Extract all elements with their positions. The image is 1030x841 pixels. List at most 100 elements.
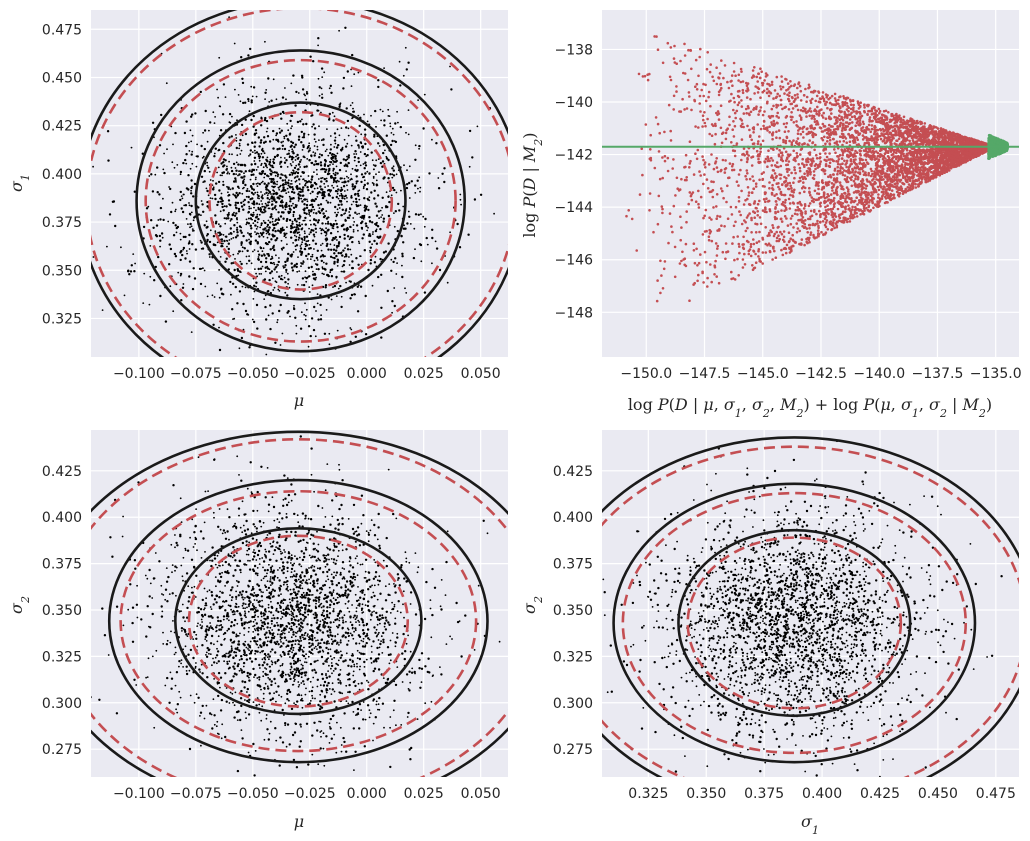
scatter-point bbox=[382, 220, 385, 223]
scatter-point bbox=[314, 197, 317, 201]
scatter-point bbox=[709, 104, 712, 108]
scatter-point bbox=[317, 109, 320, 112]
scatter-point bbox=[275, 132, 279, 135]
scatter-point bbox=[356, 168, 359, 171]
scatter-point bbox=[281, 179, 284, 182]
scatter-point bbox=[333, 284, 337, 288]
scatter-point bbox=[256, 221, 259, 224]
scatter-point bbox=[337, 244, 340, 248]
scatter-point bbox=[298, 270, 301, 272]
scatter-point bbox=[249, 149, 252, 152]
scatter-point bbox=[288, 218, 292, 222]
scatter-point bbox=[254, 231, 256, 233]
scatter-point bbox=[344, 212, 346, 215]
scatter-point bbox=[270, 193, 272, 195]
scatter-point bbox=[304, 232, 306, 235]
scatter-point bbox=[212, 179, 214, 182]
x-tick-label: −140.0 bbox=[853, 366, 905, 382]
scatter-point bbox=[333, 244, 336, 247]
scatter-point bbox=[193, 277, 197, 280]
scatter-point bbox=[271, 217, 274, 220]
scatter-point bbox=[297, 228, 300, 231]
scatter-point bbox=[179, 251, 182, 254]
scatter-point bbox=[268, 163, 271, 166]
scatter-point bbox=[349, 207, 351, 209]
scatter-point bbox=[313, 272, 316, 276]
scatter-point bbox=[254, 178, 257, 181]
scatter-point bbox=[796, 227, 800, 230]
scatter-point bbox=[787, 160, 791, 163]
scatter-point bbox=[697, 74, 700, 78]
scatter-point bbox=[255, 151, 259, 154]
scatter-point bbox=[321, 76, 324, 78]
scatter-point bbox=[231, 187, 234, 190]
scatter-point bbox=[195, 165, 198, 168]
scatter-point bbox=[302, 261, 305, 263]
scatter-point bbox=[172, 221, 175, 225]
scatter-point bbox=[378, 145, 381, 147]
scatter-point bbox=[177, 271, 180, 274]
scatter-point bbox=[266, 194, 269, 197]
scatter-point bbox=[353, 153, 355, 155]
scatter-point bbox=[374, 109, 377, 113]
scatter-point bbox=[332, 155, 335, 158]
scatter-point bbox=[340, 149, 343, 152]
scatter-point bbox=[270, 99, 273, 102]
scatter-point bbox=[872, 197, 875, 200]
scatter-point bbox=[311, 255, 314, 258]
scatter-point bbox=[737, 242, 741, 246]
scatter-point bbox=[248, 238, 250, 241]
scatter-point bbox=[347, 180, 350, 183]
scatter-point bbox=[824, 205, 827, 209]
scatter-point bbox=[261, 234, 263, 237]
scatter-point bbox=[293, 226, 296, 229]
scatter-point bbox=[265, 191, 268, 194]
scatter-point bbox=[317, 163, 319, 166]
scatter-point bbox=[679, 59, 682, 63]
scatter-point bbox=[895, 151, 898, 155]
scatter-point bbox=[185, 144, 188, 148]
scatter-point bbox=[288, 133, 292, 136]
scatter-point bbox=[855, 215, 859, 218]
scatter-point bbox=[391, 173, 394, 176]
scatter-point bbox=[332, 169, 335, 172]
scatter-point bbox=[191, 287, 195, 291]
scatter-point bbox=[228, 211, 230, 214]
scatter-point bbox=[870, 191, 873, 194]
scatter-point bbox=[311, 284, 314, 287]
scatter-point bbox=[213, 122, 216, 124]
scatter-point bbox=[365, 155, 368, 158]
scatter-point bbox=[355, 224, 359, 227]
scatter-point bbox=[847, 110, 850, 113]
scatter-point bbox=[179, 258, 182, 262]
scatter-point bbox=[185, 162, 188, 165]
scatter-point bbox=[327, 164, 330, 168]
scatter-point bbox=[298, 183, 301, 185]
scatter-point bbox=[263, 136, 266, 139]
scatter-point bbox=[252, 211, 255, 214]
scatter-point bbox=[334, 154, 337, 158]
scatter-point bbox=[285, 271, 288, 273]
scatter-point bbox=[435, 247, 439, 250]
scatter-point bbox=[389, 143, 393, 147]
scatter-point bbox=[261, 211, 264, 214]
scatter-point bbox=[336, 258, 339, 261]
scatter-point bbox=[267, 182, 270, 185]
scatter-point bbox=[337, 188, 340, 191]
scatter-point bbox=[293, 307, 296, 311]
scatter-point bbox=[390, 194, 393, 197]
scatter-point bbox=[162, 218, 165, 222]
scatter-point bbox=[255, 228, 258, 230]
scatter-point bbox=[871, 172, 874, 176]
scatter-point bbox=[322, 261, 325, 264]
scatter-point bbox=[369, 249, 371, 252]
scatter-point bbox=[312, 151, 315, 154]
scatter-point bbox=[151, 190, 155, 193]
scatter-point bbox=[358, 189, 361, 192]
scatter-point bbox=[914, 186, 918, 189]
scatter-point bbox=[289, 186, 292, 189]
scatter-point bbox=[236, 268, 239, 271]
scatter-point bbox=[242, 179, 245, 182]
scatter-point bbox=[347, 134, 350, 137]
scatter-point bbox=[371, 233, 374, 236]
